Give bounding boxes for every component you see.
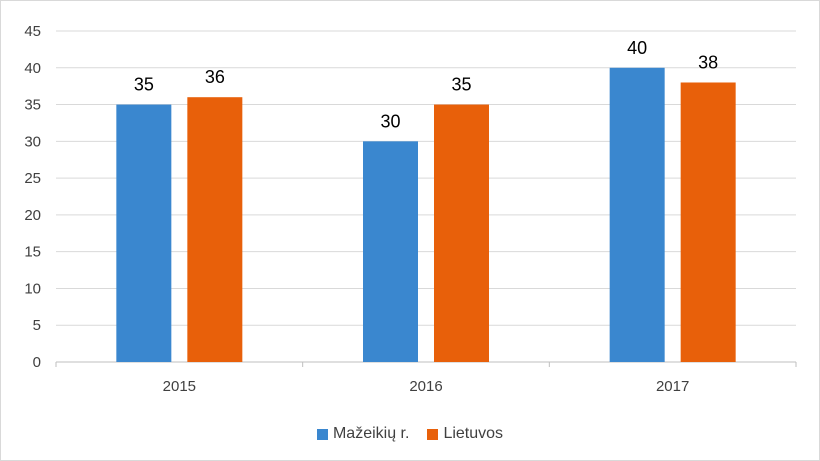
y-tick-label-15: 15 (24, 244, 41, 261)
y-tick-label-5: 5 (33, 317, 41, 334)
y-tick-label-30: 30 (24, 133, 41, 150)
legend-swatch-lietuvos (427, 428, 439, 440)
y-tick-label-20: 20 (24, 207, 41, 224)
data-label-2016-series-0: 30 (380, 111, 400, 131)
bar-2015-series-0 (116, 104, 172, 363)
bar-chart: 0 5 10 15 20 25 30 35 40 45 35 36 2015 30 35 2016 40 38 20… (24, 23, 797, 395)
x-tick-label-2016: 2016 (409, 378, 442, 395)
bar-2017-series-1 (680, 82, 736, 362)
data-label-2015-series-1: 36 (205, 67, 225, 87)
y-tick-label-0: 0 (33, 354, 41, 371)
x-tick-label-2015: 2015 (163, 378, 196, 395)
data-label-2017-series-1: 38 (698, 52, 718, 72)
bar-2015-series-1 (187, 97, 243, 362)
legend-item-lietuvos: Lietuvos (427, 425, 503, 443)
legend-item-mazeikiu: Mažeikių r. (316, 425, 410, 443)
legend-swatch-mazeikiu (316, 428, 328, 440)
data-label-2015-series-0: 35 (134, 75, 154, 95)
y-tick-label-25: 25 (24, 170, 41, 187)
legend-label-mazeikiu: Mažeikių r. (332, 425, 410, 442)
bar-2017-series-0 (609, 67, 665, 363)
x-tick-label-2017: 2017 (656, 378, 689, 395)
bar-2016-series-1 (434, 104, 489, 363)
data-label-2017-series-0: 40 (627, 38, 647, 58)
y-tick-label-45: 45 (24, 23, 41, 40)
data-label-2016-series-1: 35 (451, 75, 471, 95)
y-tick-label-10: 10 (24, 280, 41, 297)
y-tick-label-40: 40 (24, 60, 41, 77)
y-tick-label-35: 35 (24, 97, 41, 114)
bar-2016-series-0 (363, 141, 418, 362)
legend-label-lietuvos: Lietuvos (443, 425, 504, 442)
legend: Mažeikių r. Lietuvos (1, 425, 819, 443)
